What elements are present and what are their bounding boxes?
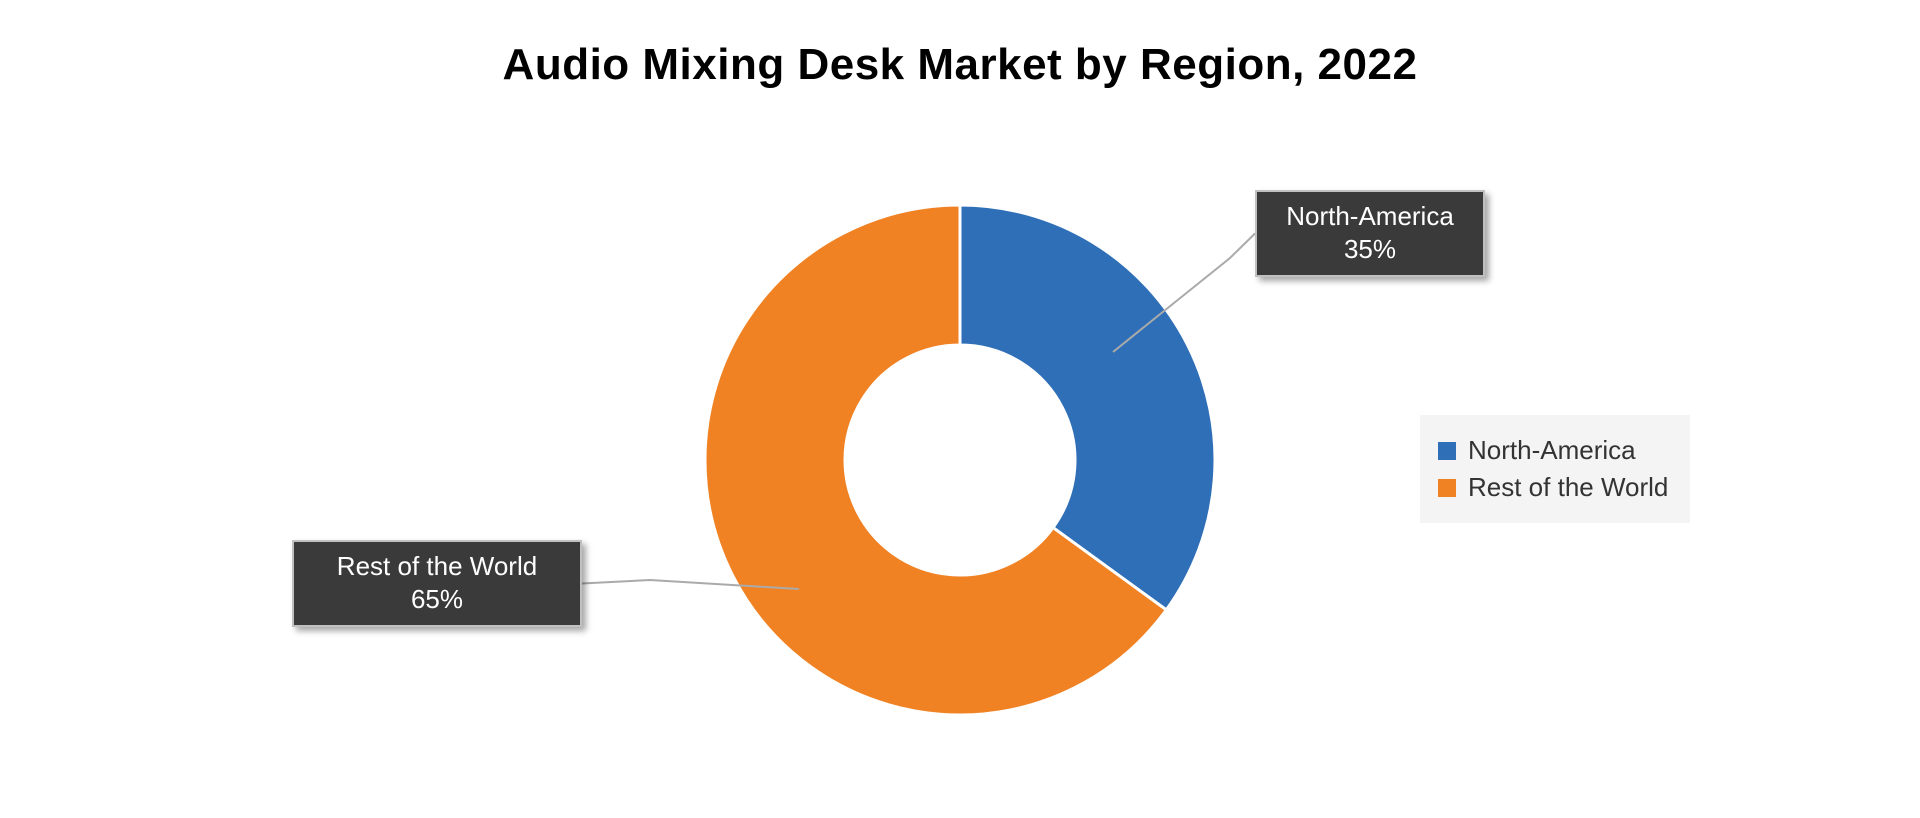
donut-svg: [0, 0, 1920, 818]
donut-hole: [845, 345, 1075, 575]
legend: North-America Rest of the World: [1420, 415, 1690, 523]
legend-swatch: [1438, 479, 1456, 497]
donut-chart: [0, 0, 1920, 818]
callout-percent: 65%: [312, 583, 562, 616]
legend-label: North-America: [1468, 435, 1636, 466]
legend-item-rest-of-world: Rest of the World: [1438, 472, 1668, 503]
callout-percent: 35%: [1275, 233, 1465, 266]
callout-label: North-America: [1275, 200, 1465, 233]
chart-stage: Audio Mixing Desk Market by Region, 2022…: [0, 0, 1920, 818]
callout-label: Rest of the World: [312, 550, 562, 583]
callout-north-america: North-America 35%: [1255, 190, 1485, 277]
callout-rest-of-world: Rest of the World 65%: [292, 540, 582, 627]
legend-item-north-america: North-America: [1438, 435, 1668, 466]
legend-label: Rest of the World: [1468, 472, 1668, 503]
legend-swatch: [1438, 442, 1456, 460]
